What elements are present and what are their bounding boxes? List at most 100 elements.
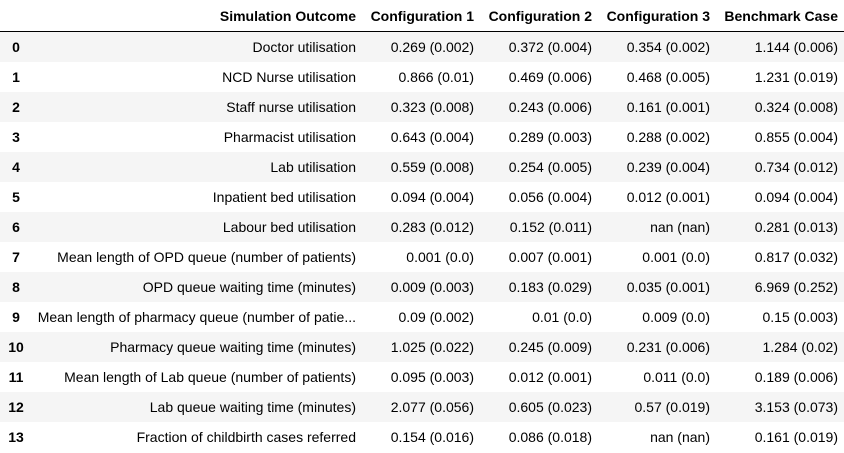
row-index: 0 <box>12 38 20 55</box>
header-simulation-outcome: Simulation Outcome <box>32 0 362 32</box>
cell-benchmark-case: 0.15 (0.003) <box>762 308 839 325</box>
cell-configuration-3: nan (nan) <box>650 218 710 235</box>
cell-simulation-outcome: OPD queue waiting time (minutes) <box>142 278 356 295</box>
cell-configuration-2: 0.469 (0.006) <box>508 68 592 85</box>
cell-benchmark-case: 0.281 (0.013) <box>754 218 838 235</box>
cell-simulation-outcome: Staff nurse utilisation <box>226 98 356 115</box>
cell-configuration-1: 0.283 (0.012) <box>390 218 474 235</box>
cell-simulation-outcome: Mean length of pharmacy queue (number of… <box>37 308 356 325</box>
cell-configuration-3: 0.354 (0.002) <box>626 38 710 55</box>
table-row: 11 Mean length of Lab queue (number of pa… <box>0 361 844 392</box>
cell-configuration-2: 0.605 (0.023) <box>508 398 592 415</box>
cell-configuration-1: 0.269 (0.002) <box>390 38 474 55</box>
table-row: 0 Doctor utilisation 0.269 (0.002) 0.372 (0… <box>0 31 844 62</box>
table-body: 0 Doctor utilisation 0.269 (0.002) 0.372 (0… <box>0 31 844 452</box>
cell-simulation-outcome: Lab queue waiting time (minutes) <box>149 398 356 415</box>
cell-configuration-3: nan (nan) <box>650 428 710 445</box>
table-row: 3 Pharmacist utilisation 0.643 (0.004) 0.28… <box>0 121 844 152</box>
cell-configuration-1: 0.643 (0.004) <box>390 128 474 145</box>
row-index: 10 <box>8 338 24 355</box>
cell-benchmark-case: 0.161 (0.019) <box>754 428 838 445</box>
table-row: 10 Pharmacy queue waiting time (minutes) 1… <box>0 331 844 362</box>
row-index: 7 <box>12 248 20 265</box>
header-configuration-1: Configuration 1 <box>362 0 480 32</box>
cell-simulation-outcome: Mean length of Lab queue (number of pati… <box>64 368 356 385</box>
cell-configuration-2: 0.245 (0.009) <box>508 338 592 355</box>
cell-benchmark-case: 1.284 (0.02) <box>762 338 839 355</box>
table-row: 13 Fraction of childbirth cases referred 0… <box>0 421 844 452</box>
cell-configuration-3: 0.161 (0.001) <box>626 98 710 115</box>
cell-configuration-2: 0.243 (0.006) <box>508 98 592 115</box>
cell-benchmark-case: 0.094 (0.004) <box>754 188 838 205</box>
cell-configuration-2: 0.372 (0.004) <box>508 38 592 55</box>
table-header: Simulation Outcome Configuration 1 Confi… <box>0 0 844 32</box>
row-index: 9 <box>12 308 20 325</box>
cell-configuration-1: 0.866 (0.01) <box>398 68 475 85</box>
table-row: 8 OPD queue waiting time (minutes) 0.009 (… <box>0 271 844 302</box>
table-row: 12 Lab queue waiting time (minutes) 2.077 … <box>0 391 844 422</box>
cell-simulation-outcome: Fraction of childbirth cases referred <box>136 428 356 445</box>
row-index: 1 <box>12 68 20 85</box>
header-configuration-2: Configuration 2 <box>480 0 598 32</box>
row-index: 4 <box>12 158 20 175</box>
header-benchmark-case: Benchmark Case <box>716 0 844 32</box>
cell-configuration-3: 0.57 (0.019) <box>634 398 711 415</box>
row-index: 2 <box>12 98 20 115</box>
cell-configuration-1: 2.077 (0.056) <box>390 398 474 415</box>
cell-benchmark-case: 3.153 (0.073) <box>754 398 838 415</box>
cell-configuration-3: 0.001 (0.0) <box>642 248 710 265</box>
table-row: 2 Staff nurse utilisation 0.323 (0.008) 0.2… <box>0 91 844 122</box>
cell-configuration-1: 0.001 (0.0) <box>406 248 474 265</box>
cell-configuration-3: 0.239 (0.004) <box>626 158 710 175</box>
cell-configuration-1: 1.025 (0.022) <box>390 338 474 355</box>
cell-benchmark-case: 1.231 (0.019) <box>754 68 838 85</box>
cell-configuration-3: 0.009 (0.0) <box>642 308 710 325</box>
cell-configuration-1: 0.09 (0.002) <box>398 308 475 325</box>
cell-configuration-1: 0.154 (0.016) <box>390 428 474 445</box>
cell-simulation-outcome: Mean length of OPD queue (number of pati… <box>57 248 356 265</box>
cell-configuration-2: 0.086 (0.018) <box>508 428 592 445</box>
cell-configuration-3: 0.035 (0.001) <box>626 278 710 295</box>
cell-configuration-1: 0.095 (0.003) <box>390 368 474 385</box>
cell-configuration-2: 0.012 (0.001) <box>508 368 592 385</box>
cell-benchmark-case: 0.734 (0.012) <box>754 158 838 175</box>
cell-simulation-outcome: Labour bed utilisation <box>222 218 356 235</box>
header-configuration-3: Configuration 3 <box>598 0 716 32</box>
row-index: 12 <box>8 398 24 415</box>
cell-configuration-3: 0.468 (0.005) <box>626 68 710 85</box>
cell-benchmark-case: 0.189 (0.006) <box>754 368 838 385</box>
cell-configuration-1: 0.559 (0.008) <box>390 158 474 175</box>
row-index: 5 <box>12 188 20 205</box>
table-row: 7 Mean length of OPD queue (number of pat… <box>0 241 844 272</box>
cell-benchmark-case: 0.855 (0.004) <box>754 128 838 145</box>
cell-benchmark-case: 1.144 (0.006) <box>754 38 838 55</box>
cell-configuration-3: 0.231 (0.006) <box>626 338 710 355</box>
cell-configuration-1: 0.009 (0.003) <box>390 278 474 295</box>
cell-configuration-2: 0.289 (0.003) <box>508 128 592 145</box>
cell-configuration-1: 0.323 (0.008) <box>390 98 474 115</box>
table-row: 9 Mean length of pharmacy queue (number o… <box>0 301 844 332</box>
cell-benchmark-case: 0.817 (0.032) <box>754 248 838 265</box>
row-index: 11 <box>8 368 24 385</box>
cell-configuration-2: 0.056 (0.004) <box>508 188 592 205</box>
cell-configuration-3: 0.012 (0.001) <box>626 188 710 205</box>
table-row: 5 Inpatient bed utilisation 0.094 (0.004) 0… <box>0 181 844 212</box>
cell-simulation-outcome: Pharmacy queue waiting time (minutes) <box>110 338 356 355</box>
cell-configuration-1: 0.094 (0.004) <box>390 188 474 205</box>
table-row: 4 Lab utilisation 0.559 (0.008) 0.254 (0.00… <box>0 151 844 182</box>
cell-simulation-outcome: Pharmacist utilisation <box>223 128 356 145</box>
cell-benchmark-case: 0.324 (0.008) <box>754 98 838 115</box>
cell-configuration-3: 0.288 (0.002) <box>626 128 710 145</box>
cell-configuration-3: 0.011 (0.0) <box>643 368 710 385</box>
cell-configuration-2: 0.183 (0.029) <box>508 278 592 295</box>
header-index <box>0 0 32 32</box>
row-index: 8 <box>12 278 20 295</box>
row-index: 6 <box>12 218 20 235</box>
cell-simulation-outcome: Inpatient bed utilisation <box>212 188 356 205</box>
table-row: 6 Labour bed utilisation 0.283 (0.012) 0.15… <box>0 211 844 242</box>
table-row: 1 NCD Nurse utilisation 0.866 (0.01) 0.469 … <box>0 61 844 92</box>
cell-configuration-2: 0.152 (0.011) <box>509 218 592 235</box>
cell-configuration-2: 0.254 (0.005) <box>508 158 592 175</box>
cell-simulation-outcome: Lab utilisation <box>270 158 356 175</box>
